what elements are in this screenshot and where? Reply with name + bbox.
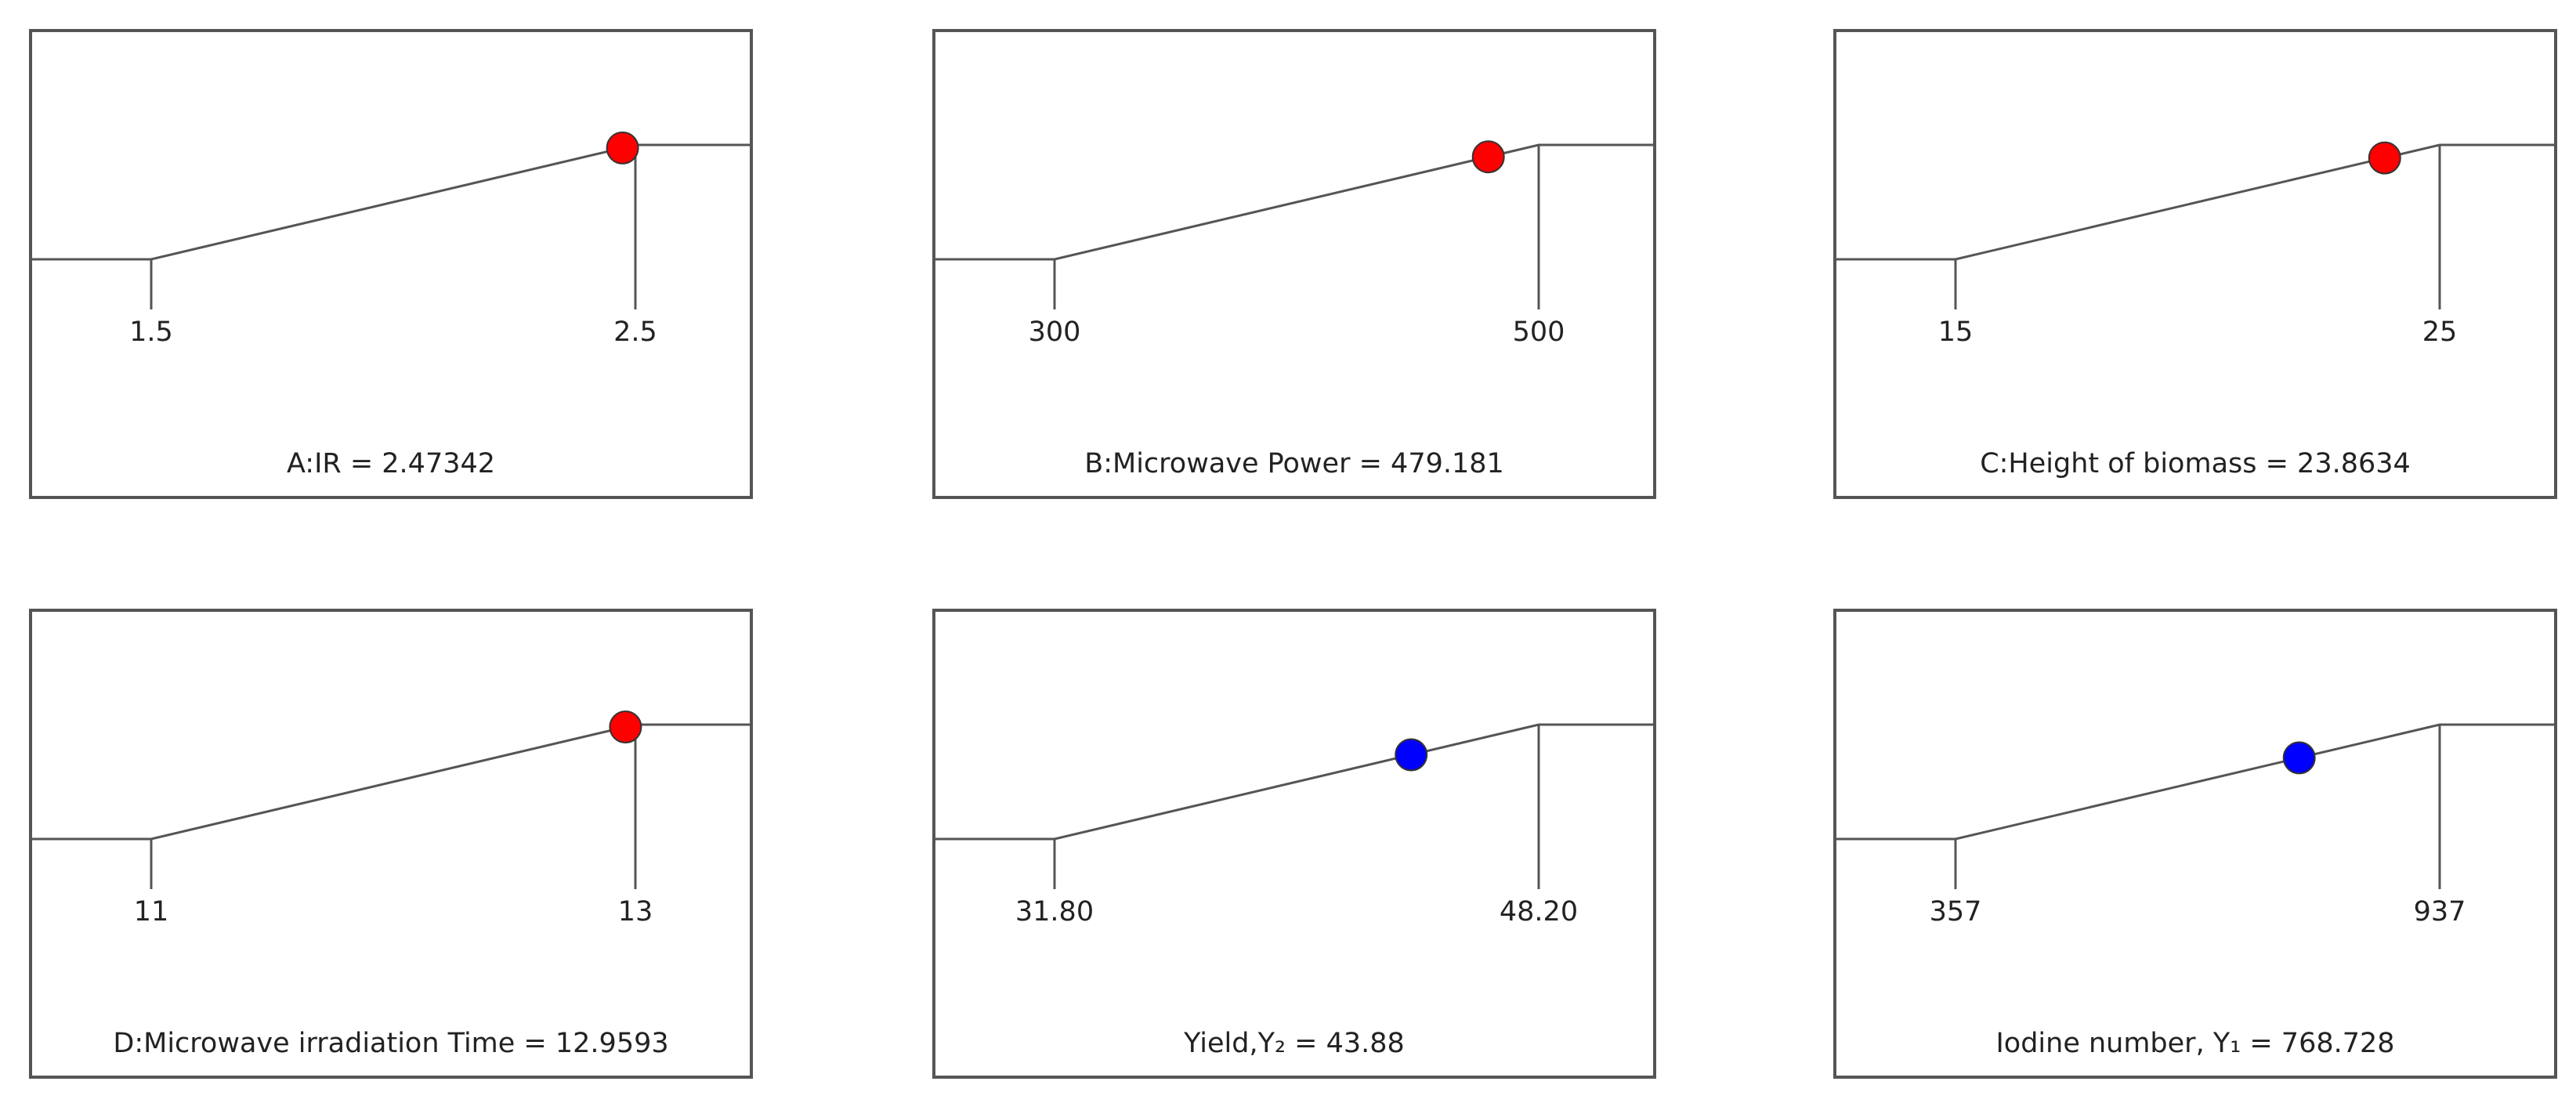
high-tick-label: 500 <box>1513 316 1565 348</box>
factor-value-marker <box>606 131 639 165</box>
panel-yield-y2: 31.80 48.20 Yield,Y₂ = 43.88 <box>932 609 1656 1079</box>
factor-value-marker <box>609 711 642 743</box>
low-tick-label: 300 <box>1029 316 1081 348</box>
factor-setting-label: C:Height of biomass = 23.8634 <box>1980 448 2411 479</box>
panel-iodine-number-y1: 357 937 Iodine number, Y₁ = 768.728 <box>1833 609 2557 1079</box>
response-prediction-label: Iodine number, Y₁ = 768.728 <box>1995 1028 2394 1059</box>
desirability-ramp <box>1836 143 2554 261</box>
desirability-ramp <box>32 723 750 841</box>
factor-setting-label: D:Microwave irradiation Time = 12.9593 <box>113 1028 668 1059</box>
low-tick-label: 31.80 <box>1015 896 1094 928</box>
panel-d-microwave-irradiation-time-svg: 11 13 D:Microwave irradiation Time = 12.… <box>29 609 753 1079</box>
panel-b-microwave-power: 300 500 B:Microwave Power = 479.181 <box>932 29 1656 499</box>
low-tick-label: 15 <box>1938 316 1974 348</box>
response-value-marker <box>1395 738 1428 772</box>
low-tick-label: 357 <box>1930 896 1982 928</box>
panel-b-microwave-power-svg: 300 500 B:Microwave Power = 479.181 <box>932 29 1656 499</box>
panel-yield-y2-svg: 31.80 48.20 Yield,Y₂ = 43.88 <box>932 609 1656 1079</box>
desirability-ramp <box>1836 723 2554 841</box>
factor-value-marker <box>2368 141 2401 175</box>
panel-frame <box>1833 29 2557 499</box>
factor-value-marker <box>1471 140 1505 174</box>
panel-a-ir: 1.5 2.5 A:IR = 2.47342 <box>29 29 753 499</box>
response-prediction-label: Yield,Y₂ = 43.88 <box>1183 1028 1405 1059</box>
desirability-ramp <box>32 143 750 261</box>
high-tick-label: 48.20 <box>1500 896 1578 928</box>
desirability-ramp <box>935 723 1653 841</box>
panel-a-ir-svg: 1.5 2.5 A:IR = 2.47342 <box>29 29 753 499</box>
panel-iodine-number-y1-svg: 357 937 Iodine number, Y₁ = 768.728 <box>1833 609 2557 1079</box>
high-tick-label: 13 <box>618 896 653 928</box>
high-tick-label: 25 <box>2422 316 2458 348</box>
panel-c-height-of-biomass-svg: 15 25 C:Height of biomass = 23.8634 <box>1833 29 2557 499</box>
panel-frame <box>29 609 753 1079</box>
desirability-ramp <box>935 143 1653 261</box>
panel-d-microwave-irradiation-time: 11 13 D:Microwave irradiation Time = 12.… <box>29 609 753 1079</box>
panel-c-height-of-biomass: 15 25 C:Height of biomass = 23.8634 <box>1833 29 2557 499</box>
high-tick-label: 2.5 <box>613 316 657 348</box>
low-tick-label: 1.5 <box>129 316 173 348</box>
response-value-marker <box>2282 741 2316 775</box>
panel-frame <box>932 29 1656 499</box>
panel-frame <box>29 29 753 499</box>
panel-frame <box>932 609 1656 1079</box>
factor-setting-label: B:Microwave Power = 479.181 <box>1084 448 1504 479</box>
low-tick-label: 11 <box>134 896 169 928</box>
high-tick-label: 937 <box>2414 896 2466 928</box>
panel-frame <box>1833 609 2557 1079</box>
factor-setting-label: A:IR = 2.47342 <box>287 448 495 479</box>
